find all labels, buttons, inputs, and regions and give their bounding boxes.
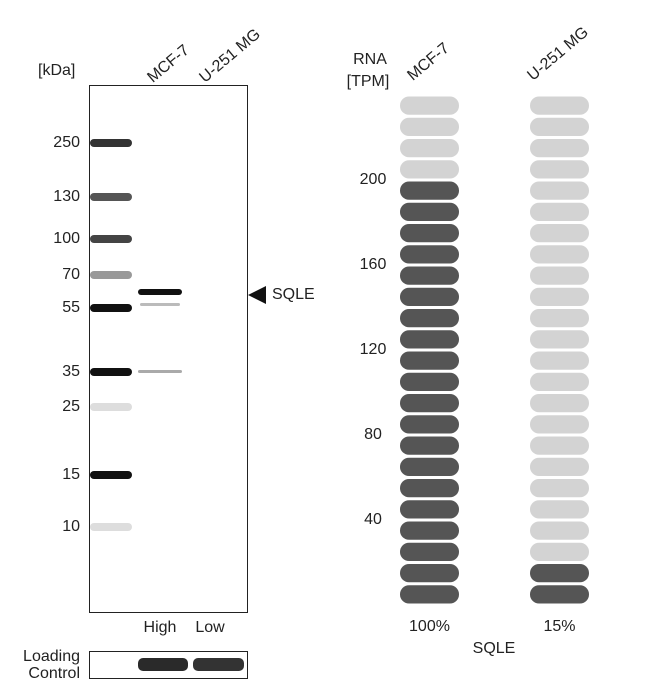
bar-pill	[400, 181, 459, 200]
ladder-band	[90, 235, 132, 243]
bar-pill	[400, 521, 459, 540]
empty-pill	[530, 202, 589, 221]
empty-pill	[530, 117, 589, 136]
blot-frame	[89, 85, 248, 613]
empty-pill	[530, 394, 589, 413]
empty-pill	[530, 330, 589, 349]
ladder-band	[90, 368, 132, 376]
bar-pill	[400, 245, 459, 264]
empty-pill	[530, 181, 589, 200]
lane-label: MCF-7	[144, 42, 192, 87]
marker-label: 35	[62, 363, 80, 380]
bar-pill	[530, 585, 589, 604]
bar-pill	[400, 330, 459, 349]
sample-band	[140, 303, 180, 306]
x-tick-label: U-251 MG	[524, 24, 591, 84]
ladder-band	[90, 523, 132, 531]
bar-pill	[400, 266, 459, 285]
empty-pill	[530, 96, 589, 115]
empty-pill	[530, 160, 589, 179]
empty-pill	[530, 479, 589, 498]
bar-pill	[400, 479, 459, 498]
lane-label: U-251 MG	[196, 26, 263, 86]
empty-pill	[400, 117, 459, 136]
empty-pill	[530, 500, 589, 519]
bar-pill	[400, 542, 459, 561]
empty-pill	[530, 351, 589, 370]
marker-label: 130	[53, 188, 80, 205]
bar-pill	[400, 436, 459, 455]
kda-label: [kDa]	[38, 62, 75, 79]
share-label: 15%	[543, 618, 575, 635]
bar-pill	[400, 415, 459, 434]
loading-label: Loading	[23, 648, 80, 665]
band-label: SQLE	[272, 286, 315, 303]
empty-pill	[530, 457, 589, 476]
bar-pill	[400, 585, 459, 604]
y-tick-label: 160	[360, 256, 387, 273]
marker-label: 25	[62, 398, 80, 415]
empty-pill	[530, 521, 589, 540]
empty-pill	[530, 309, 589, 328]
x-label: SQLE	[473, 640, 516, 657]
empty-pill	[530, 287, 589, 306]
bar-pill	[400, 500, 459, 519]
loading-label: Control	[28, 665, 80, 682]
loading-band	[138, 658, 188, 671]
empty-pill	[530, 415, 589, 434]
bar-pill	[400, 202, 459, 221]
marker-label: 10	[62, 518, 80, 535]
expression-label: High	[144, 619, 177, 636]
bar-pill	[400, 309, 459, 328]
ladder-band	[90, 471, 132, 479]
marker-label: 70	[62, 266, 80, 283]
y-tick-label: 200	[360, 171, 387, 188]
y-label: RNA	[353, 51, 387, 68]
empty-pill	[530, 139, 589, 158]
marker-label: 250	[53, 134, 80, 151]
empty-pill	[530, 542, 589, 561]
marker-label: 15	[62, 466, 80, 483]
ladder-band	[90, 139, 132, 147]
y-tick-label: 40	[364, 511, 382, 528]
empty-pill	[400, 160, 459, 179]
empty-pill	[530, 266, 589, 285]
loading-band	[193, 658, 244, 671]
expression-label: Low	[195, 619, 225, 636]
ladder-band	[90, 271, 132, 279]
sample-band	[138, 370, 182, 373]
bar-pill	[400, 394, 459, 413]
bar-pill	[400, 287, 459, 306]
y-label: [TPM]	[347, 73, 390, 90]
empty-pill	[530, 372, 589, 391]
x-tick-label: MCF-7	[404, 40, 452, 85]
ladder-band	[90, 193, 132, 201]
sample-band	[138, 289, 182, 295]
marker-label: 55	[62, 299, 80, 316]
share-label: 100%	[409, 618, 450, 635]
y-tick-label: 80	[364, 426, 382, 443]
bar-pill	[400, 224, 459, 243]
y-tick-label: 120	[360, 341, 387, 358]
empty-pill	[530, 436, 589, 455]
ladder-band	[90, 403, 132, 411]
bar-pill	[400, 351, 459, 370]
bar-pill	[400, 372, 459, 391]
marker-label: 100	[53, 230, 80, 247]
empty-pill	[400, 96, 459, 115]
empty-pill	[400, 139, 459, 158]
empty-pill	[530, 245, 589, 264]
bar-pill	[530, 564, 589, 583]
bar-pill	[400, 564, 459, 583]
empty-pill	[530, 224, 589, 243]
bar-pill	[400, 457, 459, 476]
ladder-band	[90, 304, 132, 312]
band-arrow	[248, 286, 266, 304]
